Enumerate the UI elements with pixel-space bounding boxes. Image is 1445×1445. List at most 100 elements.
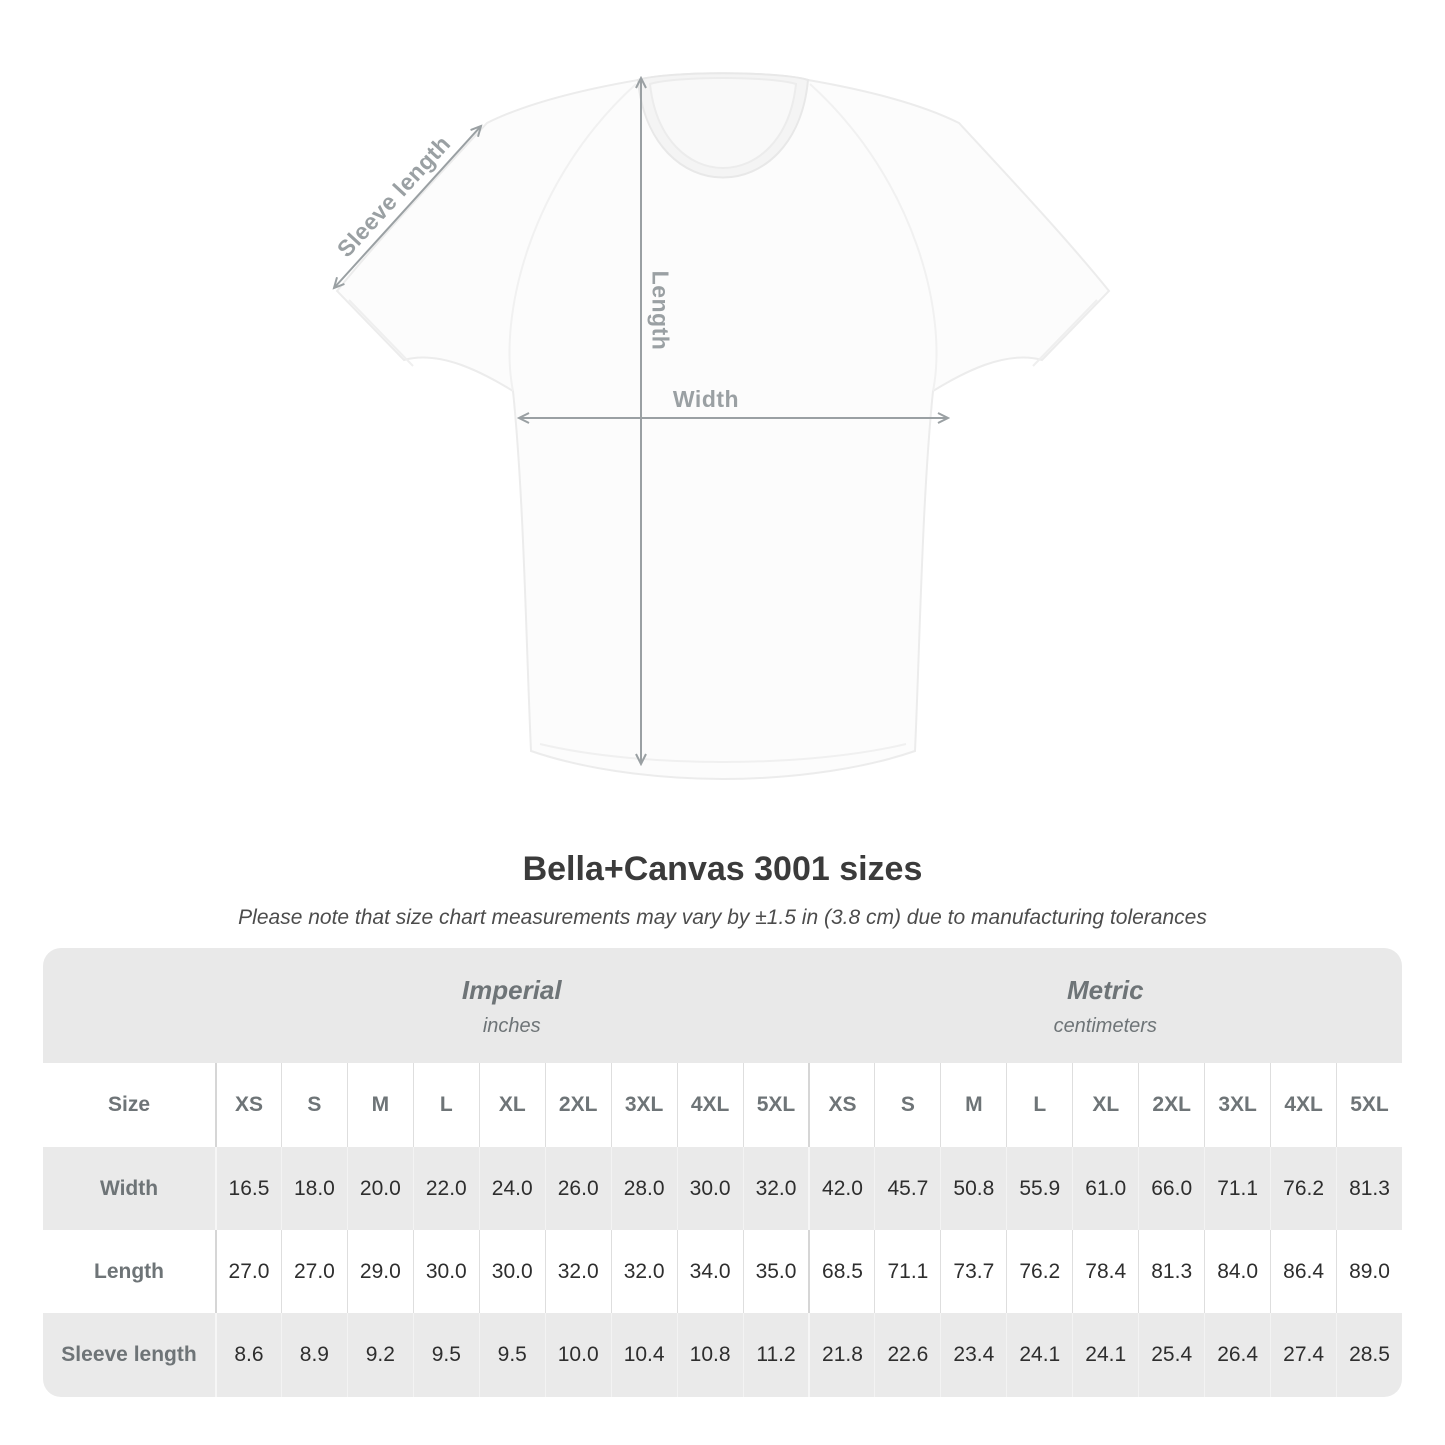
table-cell: 20.0 [346,1147,413,1230]
size-col-header: S [874,1063,940,1147]
size-col-header: 3XL [610,1063,677,1147]
table-cell: 29.0 [346,1230,413,1313]
table-cell: 22.0 [412,1147,479,1230]
table-cell: 45.7 [874,1147,940,1230]
hem-seam [539,743,907,763]
table-cell: 16.5 [215,1147,281,1230]
metric-group-name: Metric [1066,975,1144,1005]
table-cell: 10.8 [676,1313,743,1397]
size-col-header: L [1006,1063,1072,1147]
table-cell: 28.0 [610,1147,677,1230]
size-header-row: Size XS S M L XL 2XL 3XL 4XL 5XL XS S M … [43,1063,1402,1147]
table-cell: 55.9 [1006,1147,1072,1230]
table-cell: 8.6 [215,1313,281,1397]
size-col-header: 5XL [1336,1063,1402,1147]
table-cell: 68.5 [808,1230,874,1313]
table-cell: 32.0 [742,1147,809,1230]
table-cell: 61.0 [1072,1147,1138,1230]
table-cell: 27.0 [280,1230,347,1313]
size-table: Imperial inches Metric centimeters Size … [43,948,1402,1397]
table-cell: 71.1 [1204,1147,1270,1230]
width-label: Width [672,386,740,412]
table-cell: 76.2 [1006,1230,1072,1313]
table-cell: 66.0 [1138,1147,1204,1230]
row-label: Width [99,1176,159,1200]
length-label: Length [647,270,674,351]
imperial-group-header: Imperial inches [215,948,809,1063]
group-header-spacer [43,948,215,1063]
table-cell: 24.1 [1072,1313,1138,1397]
size-col-header: S [280,1063,347,1147]
table-cell: 28.5 [1336,1313,1402,1397]
size-corner-label: Size [107,1093,151,1116]
table-cell: 84.0 [1204,1230,1270,1313]
size-col-header: M [346,1063,413,1147]
table-cell: 27.0 [215,1230,281,1313]
size-col-header: XL [1072,1063,1138,1147]
tolerance-note: Please note that size chart measurements… [238,906,1207,929]
table-cell: 10.0 [544,1313,611,1397]
size-col-header: M [940,1063,1006,1147]
table-cell: 32.0 [610,1230,677,1313]
size-col-header: 2XL [544,1063,611,1147]
table-cell: 18.0 [280,1147,347,1230]
table-cell: 9.2 [346,1313,413,1397]
size-col-header: XS [808,1063,874,1147]
row-label: Sleeve length [61,1343,197,1366]
size-col-header: 4XL [1270,1063,1336,1147]
table-cell: 86.4 [1270,1230,1336,1313]
right-cuff-seam [1032,299,1098,367]
table-cell: 24.0 [478,1147,545,1230]
table-row-sleeve-length: Sleeve length 8.6 8.9 9.2 9.5 9.5 10.0 1… [43,1313,1402,1397]
table-cell: 25.4 [1138,1313,1204,1397]
size-col-header: 4XL [676,1063,743,1147]
table-row-length: Length 27.0 27.0 29.0 30.0 30.0 32.0 32.… [43,1230,1402,1313]
imperial-group-unit: inches [482,1015,541,1037]
page-title: Bella+Canvas 3001 sizes [522,850,923,888]
left-cuff-seam [348,299,414,367]
table-cell: 71.1 [874,1230,940,1313]
size-col-header: 5XL [742,1063,809,1147]
tshirt-body [335,72,1111,781]
metric-group-header: Metric centimeters [809,948,1403,1063]
row-label: Length [94,1259,164,1283]
table-cell: 23.4 [940,1313,1006,1397]
collar-inner [648,77,798,169]
table-cell: 42.0 [808,1147,874,1230]
size-col-header: XL [478,1063,545,1147]
table-cell: 35.0 [742,1230,809,1313]
size-col-header: L [412,1063,479,1147]
right-armhole-seam [809,83,938,392]
table-cell: 89.0 [1336,1230,1402,1313]
size-col-header: 3XL [1204,1063,1270,1147]
table-cell: 81.3 [1138,1230,1204,1313]
table-cell: 22.6 [874,1313,940,1397]
table-cell: 8.9 [280,1313,347,1397]
imperial-group-name: Imperial [461,975,562,1005]
table-row-width: Width 16.5 18.0 20.0 22.0 24.0 26.0 28.0… [43,1147,1402,1230]
table-cell: 9.5 [412,1313,479,1397]
left-armhole-seam [508,83,637,392]
table-cell: 26.0 [544,1147,611,1230]
tshirt-diagram: Sleeve length Length Width [0,72,1111,781]
table-cell: 78.4 [1072,1230,1138,1313]
table-cell: 30.0 [412,1230,479,1313]
table-cell: 27.4 [1270,1313,1336,1397]
table-cell: 10.4 [610,1313,677,1397]
table-cell: 81.3 [1336,1147,1402,1230]
table-cell: 26.4 [1204,1313,1270,1397]
size-col-header: 2XL [1138,1063,1204,1147]
table-cell: 24.1 [1006,1313,1072,1397]
table-cell: 30.0 [676,1147,743,1230]
unit-group-header: Imperial inches Metric centimeters [43,948,1402,1063]
table-cell: 21.8 [808,1313,874,1397]
table-cell: 50.8 [940,1147,1006,1230]
table-cell: 30.0 [478,1230,545,1313]
table-cell: 73.7 [940,1230,1006,1313]
sleeve-length-arrow [334,126,481,288]
table-cell: 11.2 [742,1313,809,1397]
table-cell: 76.2 [1270,1147,1336,1230]
tshirt-illustration [0,72,1111,781]
table-cell: 32.0 [544,1230,611,1313]
